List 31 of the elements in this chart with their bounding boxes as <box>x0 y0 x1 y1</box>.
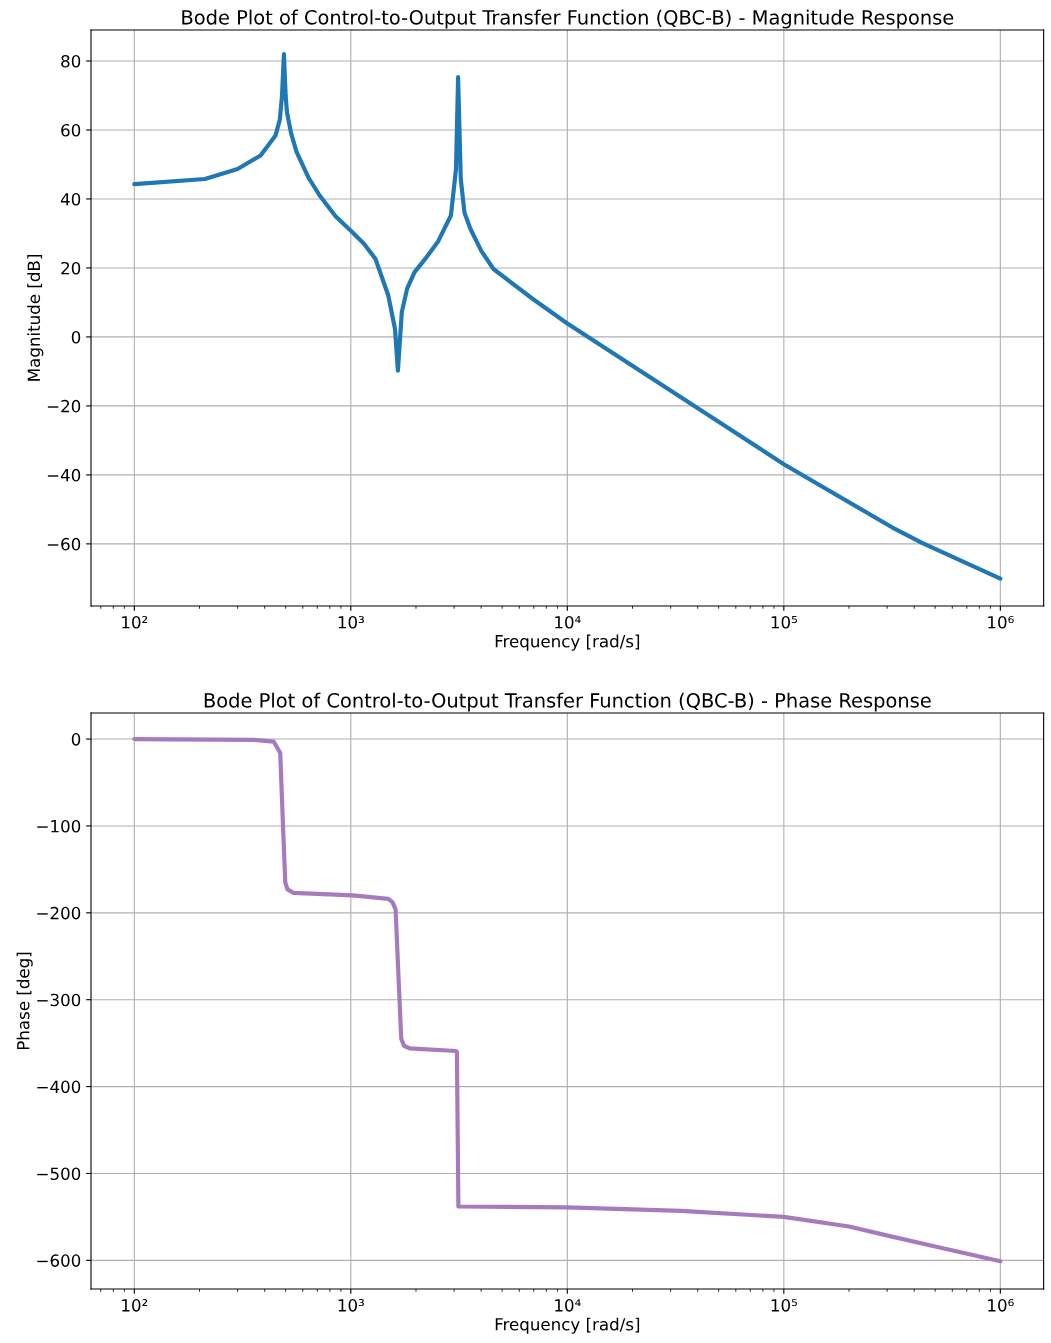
x-tick-label: 10⁴ <box>555 1299 581 1312</box>
chart-title: Bode Plot of Control-to-Output Transfer Function (QBC-B) - Phase Response <box>204 692 931 712</box>
x-tick-label: 10³ <box>338 615 364 629</box>
y-tick-label: −500 <box>37 1167 81 1181</box>
x-tick-label: 10⁶ <box>988 1299 1014 1312</box>
y-tick-label: −60 <box>47 537 81 551</box>
y-tick-label: 60 <box>61 123 81 137</box>
chart-title: Bode Plot of Control-to-Output Transfer Function (QBC-B) - Magnitude Response <box>182 9 954 29</box>
x-tick-label: 10³ <box>338 1299 364 1312</box>
y-tick-label: 40 <box>60 192 81 206</box>
x-tick-label: 10⁴ <box>555 615 581 629</box>
y-axis-title: Phase [deg] <box>16 952 33 1050</box>
x-axis-title: Frequency [rad/s] <box>495 1317 640 1334</box>
x-tick-label: 10² <box>122 1299 148 1312</box>
y-tick-label: −40 <box>47 468 81 482</box>
y-tick-label: −100 <box>37 819 81 833</box>
y-tick-label: 80 <box>61 54 81 68</box>
x-tick-label: 10⁶ <box>988 615 1014 629</box>
y-tick-label: −300 <box>37 993 81 1007</box>
y-tick-label: −200 <box>37 906 81 920</box>
y-tick-label: −600 <box>37 1254 81 1267</box>
y-tick-label: 20 <box>61 261 81 275</box>
y-tick-label: −400 <box>37 1080 81 1094</box>
y-axis-title: Magnitude [dB] <box>27 255 44 381</box>
y-tick-label: −20 <box>47 399 81 413</box>
x-tick-label: 10² <box>122 615 148 629</box>
x-tick-label: 10⁵ <box>771 1299 797 1312</box>
y-tick-label: 0 <box>71 330 81 344</box>
y-tick-label: 0 <box>71 733 81 746</box>
x-axis-title: Frequency [rad/s] <box>495 634 640 651</box>
x-tick-label: 10⁵ <box>771 615 797 629</box>
